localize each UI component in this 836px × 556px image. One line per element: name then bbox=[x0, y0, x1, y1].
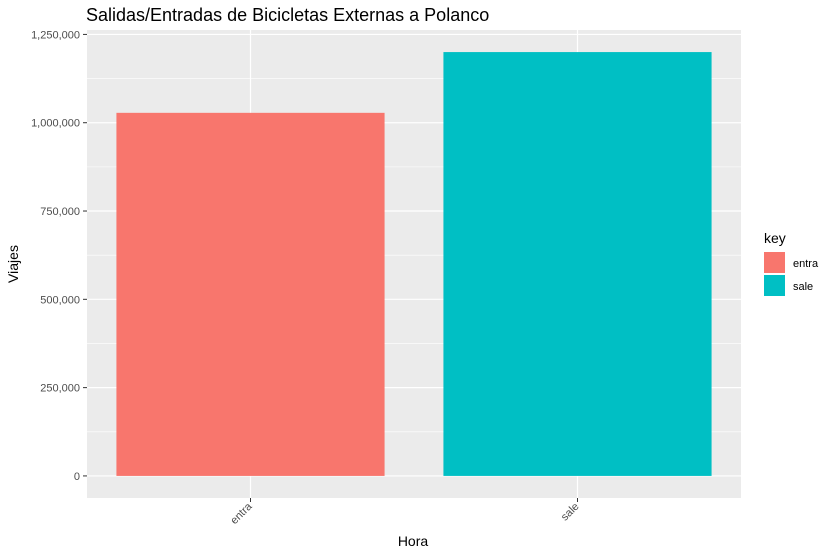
bar-sale bbox=[443, 52, 712, 476]
x-tick-label: sale bbox=[559, 501, 582, 524]
bars bbox=[116, 52, 712, 476]
legend-items: entra sale bbox=[764, 252, 819, 296]
chart-title: Salidas/Entradas de Bicicletas Externas … bbox=[86, 5, 489, 25]
y-axis-title: Viajes bbox=[5, 245, 21, 283]
x-axis: entra sale bbox=[228, 498, 582, 527]
y-tick-label: 1,000,000 bbox=[31, 118, 80, 130]
x-tick-label: entra bbox=[228, 500, 255, 527]
bar-entra bbox=[116, 112, 385, 476]
y-axis: 0 250,000 500,000 750,000 1,000,000 1,250,000 bbox=[31, 29, 87, 483]
legend-label-sale: sale bbox=[793, 281, 813, 293]
legend-key-sale bbox=[764, 275, 785, 296]
y-tick-label: 250,000 bbox=[40, 383, 80, 395]
y-tick-label: 1,250,000 bbox=[31, 29, 80, 41]
legend-title: key bbox=[764, 230, 786, 246]
y-tick-label: 0 bbox=[74, 471, 80, 483]
legend-key-entra bbox=[764, 252, 785, 273]
legend-label-entra: entra bbox=[793, 258, 819, 270]
x-axis-title: Hora bbox=[398, 533, 429, 549]
legend: key entra sale bbox=[764, 230, 819, 296]
y-tick-label: 750,000 bbox=[40, 206, 80, 218]
y-tick-label: 500,000 bbox=[40, 294, 80, 306]
